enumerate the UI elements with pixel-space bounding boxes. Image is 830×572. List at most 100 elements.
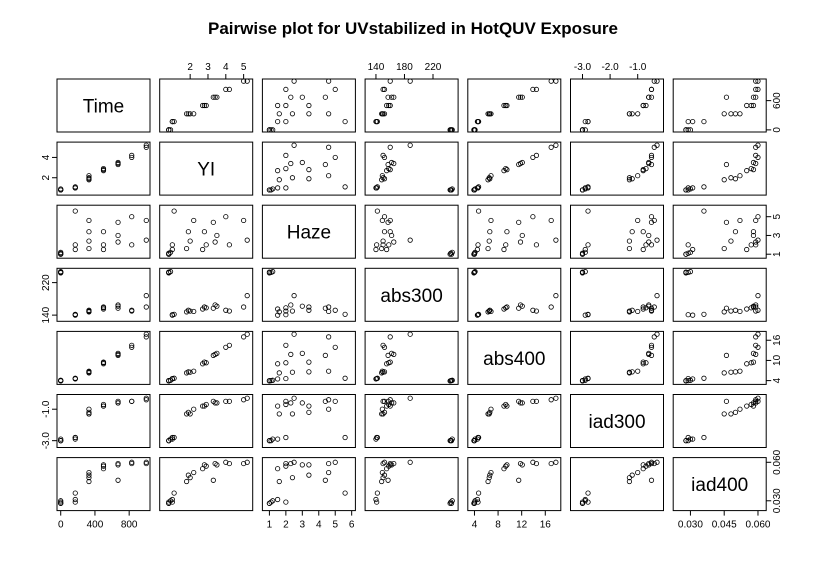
point-YI-Haze-8	[289, 175, 296, 181]
point-abs300-Haze-18	[332, 307, 338, 313]
panel-frame	[364, 204, 459, 259]
point-abs400-Haze-17	[283, 342, 289, 348]
point-abs400-Haze-14	[288, 351, 294, 357]
point-abs300-Haze-17	[283, 308, 289, 314]
point-Haze-iad300-18	[648, 214, 655, 220]
point-Haze-YI-19	[244, 237, 250, 243]
point-abs400-Haze-3	[266, 377, 273, 384]
point-abs400-iad300-8	[626, 369, 633, 375]
point-iad400-abs300-16	[385, 477, 391, 483]
point-iad300-abs300-6	[374, 434, 380, 441]
point-abs400-Haze-11	[275, 361, 281, 367]
top-axis-iad300: -3.0 -2.0 -1.0	[574, 62, 647, 79]
point-Haze-abs300-14	[391, 239, 397, 245]
point-Time-abs400-20	[548, 78, 554, 84]
point-iad300-Haze-3	[266, 438, 273, 444]
point-Haze-iad300-14	[646, 239, 652, 245]
panel-iad400-vs-abs400	[467, 457, 562, 512]
point-abs300-Haze-14	[288, 302, 294, 308]
point-abs300-YI-9	[185, 307, 191, 313]
point-abs300-Time-16	[115, 305, 121, 311]
x-tick-label-YI-0: 2	[187, 62, 193, 73]
panel-frame	[261, 394, 356, 448]
panel-iad300-vs-abs400	[467, 394, 562, 448]
point-Time-Haze-10	[326, 111, 332, 117]
x-tick-label-abs300-0: 140	[368, 62, 385, 73]
point-Time-abs300-6	[374, 118, 380, 125]
point-iad400-Time-3	[58, 500, 64, 506]
panel-YI-vs-Haze	[261, 141, 356, 196]
point-abs400-iad300-3	[579, 377, 586, 384]
right-axis-Time: 0 600	[766, 92, 783, 133]
panel-iad300-vs-YI	[159, 394, 254, 448]
point-abs300-iad400-19	[755, 293, 761, 299]
point-Time-YI-16	[210, 94, 216, 100]
point-abs400-Time-16	[115, 352, 121, 358]
point-iad400-Haze-11	[275, 466, 281, 472]
point-iad300-Haze-7	[276, 411, 282, 417]
point-Time-iad400-3	[683, 127, 689, 133]
point-iad300-abs300-17	[380, 398, 386, 404]
point-iad400-Haze-19	[291, 459, 297, 465]
x-tick-label-Haze-4: 5	[332, 520, 338, 531]
panel-frame	[364, 330, 459, 385]
point-abs300-iad300-6	[585, 311, 591, 317]
point-iad400-iad300-18	[648, 459, 655, 465]
point-Haze-YI-15	[214, 232, 220, 239]
point-Time-abs400-15	[519, 94, 525, 100]
point-abs300-iad300-19	[654, 293, 660, 299]
point-YI-iad300-13	[640, 167, 646, 173]
point-iad400-YI-6	[171, 490, 177, 496]
point-Time-Haze-19	[291, 78, 297, 84]
point-Time-abs300-10	[379, 111, 385, 117]
point-YI-abs300-19	[407, 142, 413, 148]
point-abs400-iad400-18	[755, 344, 761, 350]
point-Time-Haze-18	[332, 86, 338, 93]
point-YI-Time-19	[143, 142, 149, 148]
point-iad300-abs400-9	[487, 409, 493, 415]
point-YI-iad400-15	[750, 159, 757, 166]
point-iad400-YI-10	[191, 469, 197, 476]
point-abs300-iad300-4	[582, 312, 588, 318]
point-iad400-Time-16	[115, 477, 121, 483]
point-iad300-YI-18	[223, 398, 229, 404]
point-iad400-abs400-20	[548, 460, 554, 467]
point-Time-iad300-13	[640, 102, 646, 109]
point-Time-abs400-16	[516, 94, 522, 100]
point-iad300-Time-2	[58, 436, 64, 442]
panel-Time-vs-iad400	[672, 78, 767, 133]
point-Haze-abs300-1	[448, 250, 454, 256]
point-Time-Haze-15	[299, 94, 305, 100]
point-Time-YI-12	[203, 102, 209, 109]
point-abs300-iad300-16	[648, 305, 655, 311]
point-abs400-YI-9	[185, 369, 191, 375]
point-Haze-Time-8	[86, 238, 92, 244]
point-iad300-abs300-8	[380, 411, 386, 417]
point-Time-YI-14	[212, 94, 218, 100]
point-YI-abs300-6	[374, 184, 380, 190]
panel-frame	[467, 330, 562, 385]
point-abs300-iad300-20	[651, 304, 657, 310]
point-iad400-YI-4	[169, 496, 175, 503]
point-iad400-iad300-3	[579, 500, 586, 506]
point-YI-abs300-5	[374, 185, 380, 191]
point-iad300-abs400-12	[503, 401, 509, 408]
point-Haze-abs300-9	[381, 229, 388, 235]
x-tick-label-Haze-3: 4	[316, 520, 322, 531]
bottom-axis-Time: 0 400 800	[58, 510, 138, 531]
point-YI-abs400-6	[476, 184, 482, 190]
point-YI-Time-13	[100, 167, 107, 173]
point-abs400-abs300-6	[374, 375, 380, 381]
x-tick-label-abs300-1: 180	[396, 62, 413, 73]
point-Time-YI-10	[191, 111, 197, 117]
point-abs300-Haze-11	[275, 306, 281, 312]
point-YI-iad300-17	[648, 152, 655, 158]
point-iad400-abs300-18	[381, 459, 388, 465]
panel-abs300-vs-YI	[159, 267, 254, 322]
point-iad300-iad400-6	[701, 434, 707, 441]
point-Time-abs400-11	[501, 102, 507, 109]
point-abs300-abs400-3	[471, 269, 478, 275]
point-Time-abs400-6	[476, 118, 482, 125]
point-YI-iad300-6	[585, 184, 591, 190]
x-tick-label-abs400-3: 16	[540, 520, 552, 531]
